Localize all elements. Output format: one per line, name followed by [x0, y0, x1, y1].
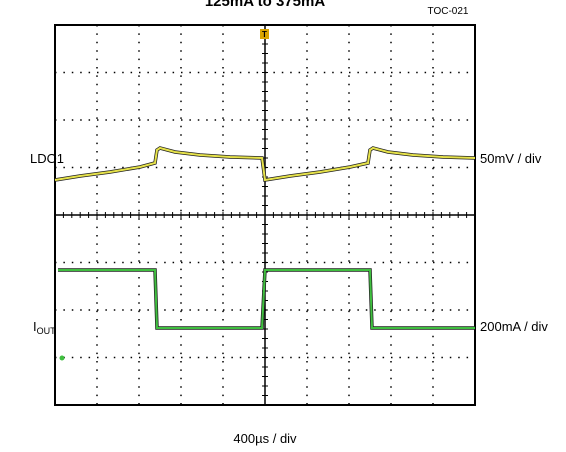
scope-screen — [54, 24, 476, 406]
figure-id: TOC-021 — [428, 6, 469, 17]
iout-scale: 200mA / div — [480, 319, 548, 334]
iout-trace — [58, 269, 475, 329]
marker-dot — [59, 355, 65, 361]
time-scale: 400µs / div — [233, 431, 297, 446]
trigger-marker — [260, 29, 269, 39]
ldo1-label: LDO1 — [30, 151, 64, 166]
ldo1-scale: 50mV / div — [480, 151, 542, 166]
iout-label: IOUT — [33, 319, 56, 336]
iout-main: I — [33, 319, 37, 334]
iout-sub: OUT — [37, 326, 57, 336]
ldo1-trace — [54, 146, 476, 182]
trigger-label: T — [262, 30, 267, 39]
title: 125mA to 375mA — [205, 0, 325, 10]
